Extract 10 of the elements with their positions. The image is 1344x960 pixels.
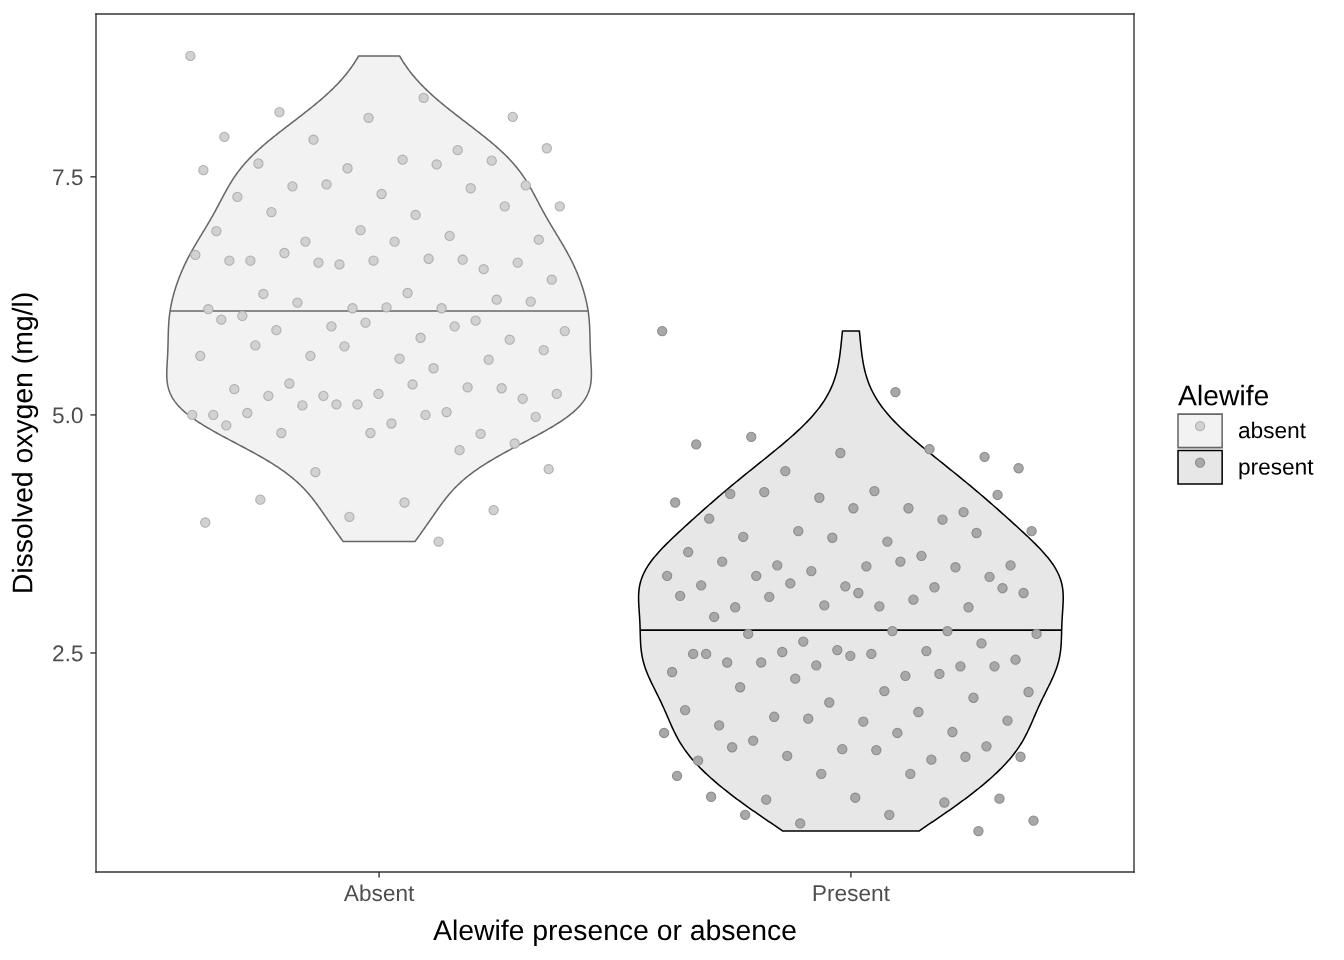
y-tick-label: 7.5: [53, 169, 83, 186]
y-axis-title: Dissolved oxygen (mg/l): [11, 293, 39, 592]
x-axis-title: Alewife presence or absence: [433, 919, 796, 946]
legend-title: Alewife: [1178, 384, 1269, 406]
legend-label: present: [1239, 459, 1314, 480]
y-tick-label: 5.0: [52, 407, 83, 424]
y-tick-label: 2.5: [53, 645, 83, 662]
x-tick-label: Absent: [343, 884, 415, 902]
legend-label: absent: [1238, 421, 1306, 439]
x-tick-label: Present: [813, 885, 890, 902]
